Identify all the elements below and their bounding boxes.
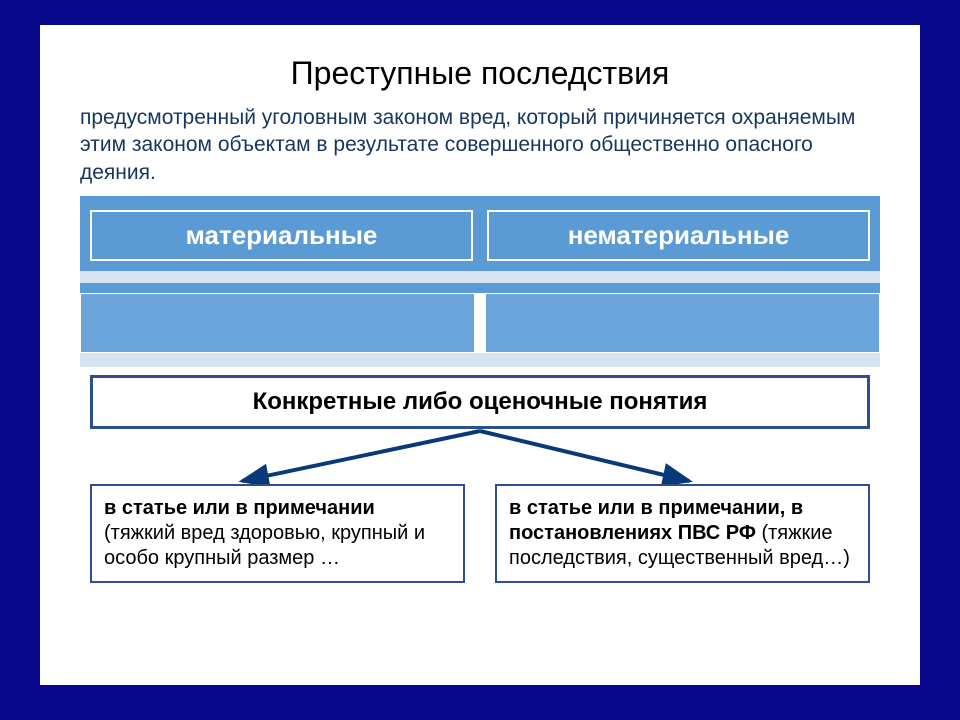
bottom-left-bold: в статье или в примечании (104, 497, 375, 519)
thin-divider (80, 353, 880, 367)
category-material: материальные (90, 210, 473, 261)
slide-card: Преступные последствия предусмотренный у… (40, 25, 920, 685)
arrows-svg (90, 429, 870, 484)
bottom-row: в статье или в примечании (тяжкий вред з… (90, 484, 870, 583)
categories-container: материальные нематериальные (80, 196, 880, 293)
empty-box-left (80, 293, 475, 353)
bottom-left-rest: (тяжкий вред здоровью, крупный и особо к… (104, 522, 425, 569)
description-text: предусмотренный уголовным законом вред, … (70, 104, 890, 186)
slide-title: Преступные последствия (70, 55, 890, 92)
bottom-box-right: в статье или в примечании, в постановлен… (495, 484, 870, 583)
category-row: материальные нематериальные (90, 210, 870, 261)
divider-row (80, 271, 880, 283)
empty-boxes-row (80, 293, 880, 353)
empty-box-right (485, 293, 880, 353)
category-immaterial: нематериальные (487, 210, 870, 261)
arrow-area (90, 429, 870, 484)
concept-box: Конкретные либо оценочные понятия (90, 375, 870, 429)
bottom-box-left: в статье или в примечании (тяжкий вред з… (90, 484, 465, 583)
